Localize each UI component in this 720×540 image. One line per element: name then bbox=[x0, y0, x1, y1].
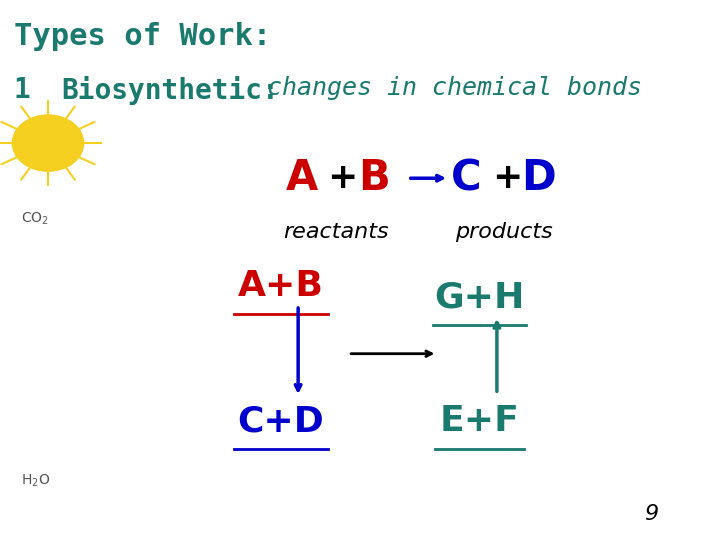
Text: G+H: G+H bbox=[435, 280, 525, 314]
Text: 1: 1 bbox=[14, 76, 30, 104]
Text: +: + bbox=[492, 161, 523, 195]
Text: H$_2$O: H$_2$O bbox=[21, 472, 50, 489]
Text: products: products bbox=[455, 222, 553, 242]
Text: E+F: E+F bbox=[440, 404, 520, 438]
Circle shape bbox=[12, 115, 84, 171]
Text: D: D bbox=[521, 157, 555, 199]
Text: changes in chemical bonds: changes in chemical bonds bbox=[267, 76, 642, 99]
Text: B: B bbox=[358, 157, 390, 199]
Text: C+D: C+D bbox=[238, 404, 325, 438]
Text: Biosynthetic:: Biosynthetic: bbox=[62, 76, 279, 105]
Text: A: A bbox=[285, 157, 318, 199]
Text: A+B: A+B bbox=[238, 269, 324, 303]
Text: Types of Work:: Types of Work: bbox=[14, 22, 271, 51]
Text: C: C bbox=[451, 157, 482, 199]
Text: 9: 9 bbox=[644, 504, 658, 524]
Text: CO$_2$: CO$_2$ bbox=[21, 211, 48, 227]
Text: reactants: reactants bbox=[283, 222, 389, 242]
Text: +: + bbox=[328, 161, 358, 195]
